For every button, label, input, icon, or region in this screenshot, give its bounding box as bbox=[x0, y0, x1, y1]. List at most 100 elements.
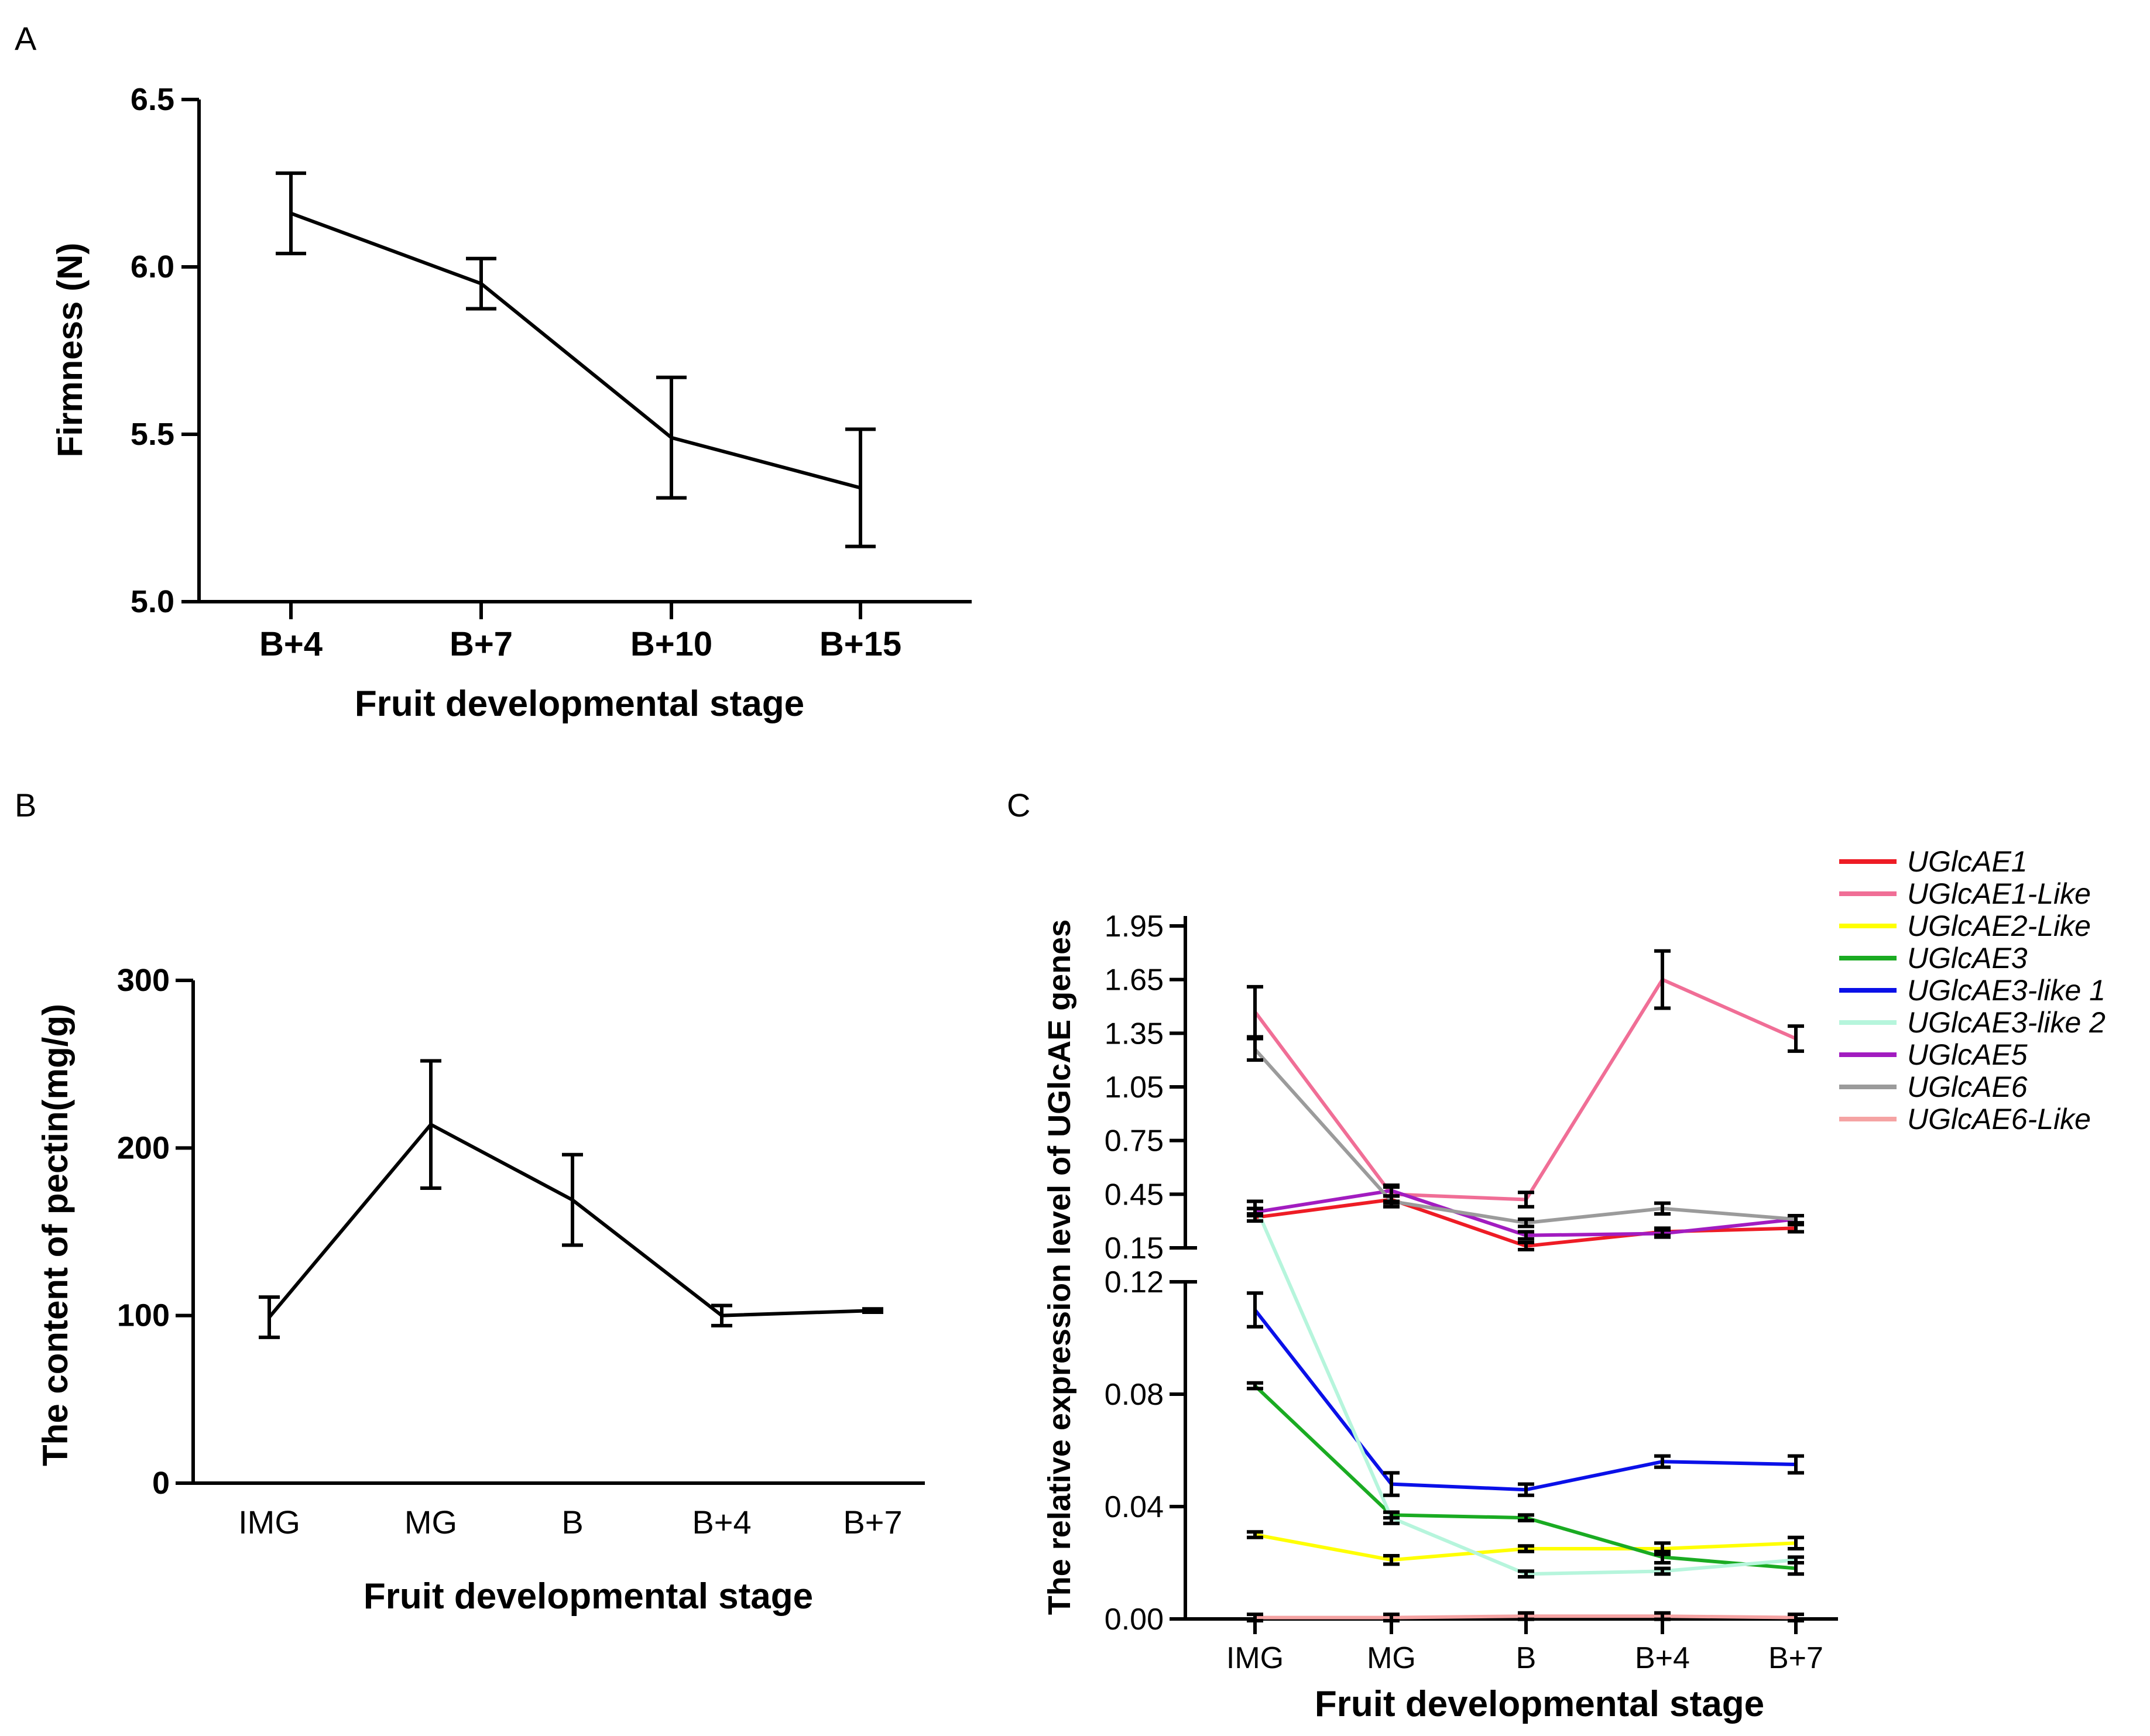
panel-b-error-bar bbox=[420, 1059, 441, 1191]
panel-c-legend-label: UGlcAE3 bbox=[1907, 942, 2028, 975]
panel-c-error-bar bbox=[1518, 1217, 1534, 1229]
panel-c-y-tick-label: 1.05 bbox=[1105, 1071, 1164, 1104]
panel-c-error-bar bbox=[1518, 1482, 1534, 1497]
panel-c-error-bar bbox=[1518, 1240, 1534, 1252]
panel-label-a: A bbox=[15, 20, 37, 57]
panel-c-error-bar bbox=[1383, 1194, 1400, 1209]
panel-c-error-bar bbox=[1518, 1569, 1534, 1579]
panel-c-legend-label: UGlcAE3-like 2 bbox=[1907, 1006, 2106, 1039]
panel-c-error-bar bbox=[1654, 1566, 1671, 1576]
panel-c-legend-label: UGlcAE5 bbox=[1907, 1038, 2028, 1071]
panel-c-error-bar bbox=[1788, 1555, 1804, 1565]
panel-c-error-bar bbox=[1654, 1454, 1671, 1469]
panel-c-error-bar bbox=[1788, 1454, 1804, 1475]
panel-b-y-tick-label: 0 bbox=[152, 1466, 170, 1501]
panel-label-c: C bbox=[1007, 787, 1030, 824]
panel-b-x-tick-label: IMG bbox=[238, 1504, 300, 1541]
panel-c-x-tick-label: B+4 bbox=[1635, 1641, 1690, 1675]
panel-c-error-bar bbox=[1518, 1513, 1534, 1522]
panel-c-error-bar bbox=[1247, 1613, 1263, 1623]
panel-b-y-tick-label: 200 bbox=[117, 1130, 170, 1165]
panel-a-error-bar bbox=[276, 171, 306, 256]
panel-c-y-tick-label: 0.75 bbox=[1105, 1124, 1164, 1158]
panel-label-b: B bbox=[15, 787, 36, 824]
panel-a-error-bar bbox=[466, 256, 496, 311]
panel-c-legend-label: UGlcAE1-Like bbox=[1907, 877, 2091, 910]
panel-c-legend-label: UGlcAE2-Like bbox=[1907, 910, 2091, 942]
panel-a-error-bar bbox=[656, 375, 687, 500]
panel-c-x-tick-label: B+7 bbox=[1768, 1641, 1823, 1675]
panel-c-error-bar bbox=[1788, 1613, 1804, 1623]
panel-b-y-tick-label: 100 bbox=[117, 1298, 170, 1333]
panel-c-error-bar bbox=[1247, 1530, 1263, 1539]
panel-b-x-tick-label: B+7 bbox=[843, 1504, 902, 1541]
panel-b-y-axis-label: The content of pectin(mg/g) bbox=[36, 1004, 75, 1466]
panel-c-error-bar bbox=[1383, 1471, 1400, 1497]
panel-a-x-tick-label: B+7 bbox=[450, 625, 513, 663]
panel-c-error-bar bbox=[1788, 1024, 1804, 1053]
panel-a-y-axis-label: Firmness (N) bbox=[50, 243, 90, 458]
panel-a-y-tick-label: 5.5 bbox=[131, 417, 174, 452]
panel-a-y-tick-label: 6.5 bbox=[131, 82, 174, 117]
panel-b-y-tick-label: 300 bbox=[117, 963, 170, 998]
panel-a-x-axis-label: Fruit developmental stage bbox=[355, 684, 804, 724]
panel-c-y-axis-label: The relative expression level of UGlcAE … bbox=[1042, 920, 1077, 1615]
panel-c-chart: 0.15 0.45 0.75 1.05 1.35 1.65 1.95 0.00 0.04 0.08… bbox=[1042, 845, 2106, 1724]
panel-c-legend-label: UGlcAE1 bbox=[1907, 845, 2028, 878]
panel-c-error-bar bbox=[1654, 1228, 1671, 1239]
panel-c-y-tick-label: 0.45 bbox=[1105, 1178, 1164, 1212]
panel-a-y-tick-label: 6.0 bbox=[131, 249, 174, 284]
panel-c-error-bar bbox=[1518, 1230, 1534, 1241]
panel-c-x-tick-label: IMG bbox=[1226, 1641, 1284, 1675]
panel-b-error-bar bbox=[862, 1307, 883, 1314]
panel-c-error-bar bbox=[1518, 1191, 1534, 1209]
panel-c-error-bar bbox=[1383, 1510, 1400, 1525]
panel-c-series-line-1 bbox=[1253, 977, 1797, 1202]
panel-c-error-bar bbox=[1247, 1206, 1263, 1217]
panel-a-y-tick-label: 5.0 bbox=[131, 584, 174, 619]
panel-b-error-bar bbox=[259, 1295, 280, 1339]
panel-c-y-tick-label: 1.65 bbox=[1105, 963, 1164, 997]
panel-c-legend-label: UGlcAE6-Like bbox=[1907, 1103, 2091, 1135]
panel-b-x-tick-label: B+4 bbox=[692, 1504, 751, 1541]
panel-c-error-bar bbox=[1788, 1535, 1804, 1550]
panel-a-error-bar bbox=[845, 427, 876, 548]
panel-a-x-tick-label: B+15 bbox=[819, 625, 901, 663]
panel-c-error-bar bbox=[1518, 1611, 1534, 1621]
panel-c-error-bar bbox=[1247, 1037, 1263, 1062]
panel-c-legend-label: UGlcAE3-like 1 bbox=[1907, 974, 2106, 1007]
panel-c-error-bar bbox=[1654, 1611, 1671, 1621]
panel-c-error-bar bbox=[1247, 984, 1263, 1039]
panel-b-x-tick-label: MG bbox=[404, 1504, 457, 1541]
panel-c-y-tick-label: 0.04 bbox=[1105, 1490, 1164, 1524]
panel-c-error-bar bbox=[1788, 1223, 1804, 1234]
panel-c-error-bar bbox=[1518, 1544, 1534, 1553]
panel-c-y-tick-label: 0.15 bbox=[1105, 1231, 1164, 1265]
panel-c-y-tick-label: 0.12 bbox=[1105, 1265, 1164, 1299]
panel-c-error-bar bbox=[1654, 949, 1671, 1010]
panel-c-x-tick-label: B bbox=[1516, 1641, 1537, 1675]
panel-c-error-bar bbox=[1247, 1381, 1263, 1391]
panel-c-y-tick-label: 1.35 bbox=[1105, 1017, 1164, 1051]
panel-a-chart: 5.0 5.5 6.0 6.5 B+4 B+7 B+10 B+15 Fruit develo… bbox=[50, 82, 972, 724]
panel-c-legend: UGlcAE1UGlcAE1-LikeUGlcAE2-LikeUGlcAE3UG… bbox=[1839, 845, 2106, 1135]
panel-c-x-axis-label: Fruit developmental stage bbox=[1315, 1684, 1764, 1724]
panel-c-error-bar bbox=[1654, 1201, 1671, 1216]
panel-c-error-bar bbox=[1788, 1214, 1804, 1225]
panel-b-x-tick-label: B bbox=[561, 1504, 583, 1541]
panel-c-error-bar bbox=[1247, 1291, 1263, 1329]
panel-b-error-bar bbox=[562, 1152, 583, 1247]
panel-c-error-bar bbox=[1383, 1554, 1400, 1566]
panel-b-error-bar bbox=[711, 1303, 732, 1327]
panel-c-error-bar bbox=[1654, 1549, 1671, 1565]
panel-a-series-line bbox=[290, 211, 861, 490]
panel-a-x-tick-label: B+4 bbox=[259, 625, 323, 663]
panel-c-y-tick-label: 1.95 bbox=[1105, 910, 1164, 944]
panel-c-x-tick-label: MG bbox=[1367, 1641, 1416, 1675]
panel-c-y-tick-label: 0.00 bbox=[1105, 1603, 1164, 1636]
panel-c-error-bar bbox=[1383, 1613, 1400, 1623]
panel-a-x-tick-label: B+10 bbox=[630, 625, 712, 663]
panel-c-y-tick-label: 0.08 bbox=[1105, 1378, 1164, 1412]
panel-b-chart: 0 100 200 300 IMG MG B B+4 B+7 Fruit developmen… bbox=[36, 963, 925, 1617]
